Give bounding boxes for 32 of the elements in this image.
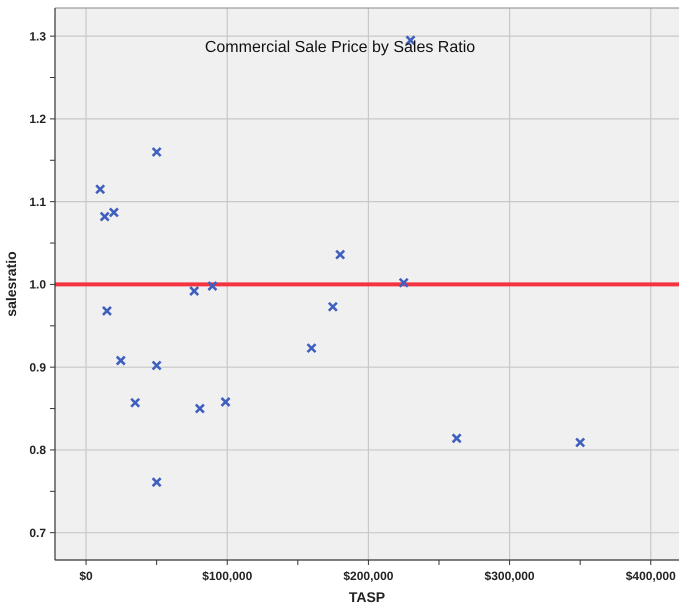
- point: [451, 433, 462, 444]
- point: [194, 403, 206, 414]
- point: [94, 184, 106, 195]
- point: [151, 360, 162, 371]
- y-tick-label: 0.8: [29, 443, 46, 458]
- y-tick-label: 1.3: [29, 29, 46, 44]
- point: [115, 355, 126, 366]
- point: [102, 306, 112, 316]
- point: [334, 249, 346, 260]
- y-tick-label: 1.0: [29, 278, 46, 292]
- text: Commercial Sale Price by Sales Ratio: [204, 39, 476, 56]
- y-tick-label: 0.7: [29, 526, 46, 540]
- point: [574, 437, 586, 448]
- point: [188, 286, 200, 296]
- point: [151, 146, 162, 158]
- x-tick-label: $0: [79, 569, 94, 583]
- x-tick-label: $100,000: [202, 569, 253, 583]
- point: [306, 342, 317, 354]
- point: [398, 277, 410, 288]
- x-tick-label: $300,000: [484, 569, 535, 583]
- y-tick-label: 1.1: [29, 194, 46, 209]
- point: [220, 396, 231, 408]
- y-tick-label: 0.9: [29, 360, 46, 374]
- y-axis-title: salesratio: [3, 251, 19, 317]
- x-axis-title: TASP: [348, 589, 386, 605]
- point: [151, 476, 162, 488]
- point: [328, 301, 338, 312]
- x-tick-label: $200,000: [343, 569, 394, 583]
- point: [207, 280, 218, 292]
- point: [130, 397, 140, 408]
- y-tick-label: 1.2: [29, 112, 46, 126]
- x-tick-label: $400,000: [626, 569, 676, 583]
